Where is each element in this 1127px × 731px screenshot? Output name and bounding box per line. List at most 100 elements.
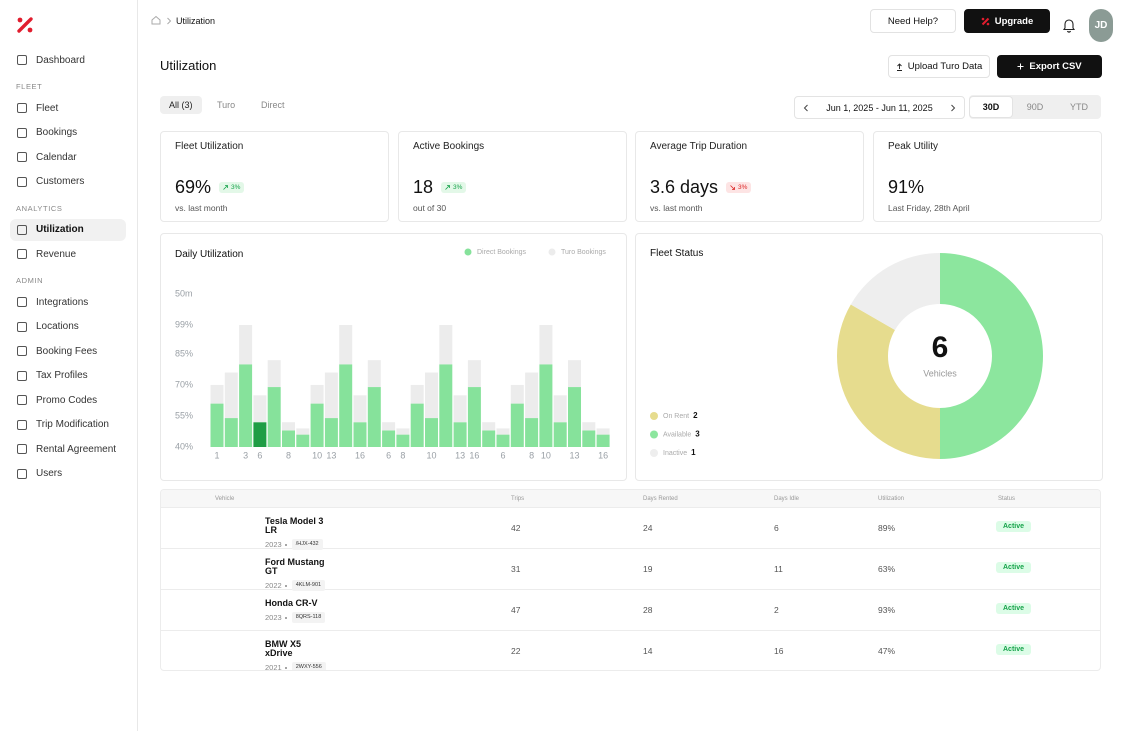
table-cell: 6 (774, 523, 779, 533)
nav-icon (17, 127, 27, 138)
nav-item[interactable]: Dashboard (10, 49, 126, 71)
table-cell: 47% (878, 646, 896, 656)
kpi-value: 18 (413, 177, 434, 197)
chart-title: Daily Utilization (175, 249, 244, 260)
period-button[interactable]: 30D (970, 97, 1012, 117)
vehicle-meta: 2021 2WXY-556 (265, 662, 331, 670)
date-range-label: Jun 1, 2025 - Jun 11, 2025 (826, 102, 933, 113)
export-button[interactable]: Export CSV (997, 55, 1102, 78)
nav-item[interactable]: Tax Profiles (10, 365, 126, 387)
nav-label: Booking Fees (36, 345, 98, 357)
kpi-card: Average Trip Duration 3.6 days 3% vs. last … (635, 131, 864, 222)
next-chevron[interactable] (950, 104, 956, 112)
nav-label: Locations (36, 321, 79, 332)
home-icon[interactable] (151, 15, 161, 25)
kpi-card: Peak Utility 91% Last Friday, 28th April (873, 131, 1102, 222)
date-range[interactable]: Jun 1, 2025 - Jun 11, 2025 (794, 96, 965, 119)
delta-arrow-path (223, 185, 228, 190)
column-header: Utilization (878, 496, 905, 502)
table-cell: 19 (643, 564, 653, 574)
status-badge: Active (996, 603, 1032, 614)
table-row[interactable]: BMW X5 xDrive 2021 2WXY-556 22 14 16 47% Active (161, 631, 1100, 670)
separator-dot (284, 584, 287, 587)
vehicle-plate: 4KLM-901 (291, 580, 326, 591)
column-header: Days Rented (643, 496, 678, 502)
logo (17, 17, 33, 33)
upgrade-button[interactable]: Upgrade (964, 9, 1050, 33)
vehicle-name: Ford Mustang GT (265, 557, 325, 576)
upload-label: Upload Turo Data (907, 61, 983, 72)
kpi-delta: 3% (726, 182, 752, 193)
filter-tab[interactable]: Direct (261, 100, 285, 110)
export-label: Export CSV (1029, 61, 1082, 72)
nav-item[interactable]: Locations (10, 316, 126, 338)
vehicle-year: 2022 (265, 581, 282, 590)
bell-icon[interactable] (1062, 18, 1076, 33)
period-button[interactable]: YTD (1070, 102, 1088, 112)
column-header: Days Idle (774, 496, 800, 502)
nav-item[interactable]: Fleet (10, 97, 126, 119)
nav-item[interactable]: Bookings (10, 122, 126, 144)
vehicle-cell: Honda CR-V 2023 8QRS-118 (265, 599, 331, 623)
table-cell: 31 (511, 564, 521, 574)
nav-icon (17, 176, 27, 187)
vehicle-plate: 2WXY-556 (291, 662, 326, 670)
upload-icon (896, 62, 902, 71)
breadcrumb: Utilization (176, 16, 216, 26)
kpi-delta: 3% (219, 182, 245, 193)
nav-icon (17, 444, 27, 454)
nav-icon (17, 55, 27, 65)
avatar[interactable]: JD (1089, 9, 1113, 42)
vehicle-cell: Ford Mustang GT 2022 4KLM-901 (265, 558, 331, 591)
table-row[interactable]: Tesla Model 3 LR 2023/HJX-432 42 24 6 89% Acti… (161, 508, 1100, 550)
chart-title: Fleet Status (650, 248, 704, 259)
nav-label: Calendar (36, 151, 77, 163)
vehicle-name: BMW X5 xDrive (265, 639, 301, 658)
kpi-delta-label: 3% (738, 184, 748, 191)
nav-item[interactable]: Integrations (10, 291, 126, 313)
kpi-value-row: 69% 3% (175, 177, 245, 198)
vehicle-meta: 2023/HJX-432 (265, 539, 331, 550)
column-header: Vehicle (215, 496, 235, 502)
nav-icon (17, 224, 27, 235)
filter-tab[interactable]: Turo (217, 100, 236, 110)
table-cell: 47 (511, 605, 521, 615)
delta-arrow (223, 185, 228, 190)
nav-icon (17, 468, 27, 479)
nav-item[interactable]: Users (10, 463, 126, 485)
nav-item[interactable]: Trip Modification (10, 414, 126, 436)
nav-item[interactable]: Calendar (10, 146, 126, 168)
period-button[interactable]: 90D (1026, 102, 1044, 112)
delta-arrow-path (730, 185, 735, 190)
vehicle-table: Vehicle Trips Days Rented Days Idle Utilizat… (160, 489, 1101, 671)
table-row[interactable]: Honda CR-V 2023 8QRS-118 47 28 2 93% Active (161, 590, 1100, 631)
vehicle-year: 2023 (265, 540, 282, 549)
table-cell: 22 (511, 646, 521, 656)
nav-item[interactable]: Booking Fees (10, 340, 126, 362)
filter-tab[interactable]: All (3) (160, 96, 202, 114)
table-cell: 93% (878, 605, 896, 615)
help-button[interactable]: Need Help? (870, 9, 956, 33)
column-header: Status (998, 496, 1016, 502)
delta-arrow-path (445, 185, 450, 190)
kpi-title: Fleet Utilization (175, 141, 244, 152)
vehicle-name: Honda CR-V (265, 598, 318, 608)
kpi-title: Active Bookings (413, 141, 485, 152)
nav-label: Customers (36, 176, 85, 187)
kpi-title: Average Trip Duration (650, 141, 748, 152)
upload-button[interactable]: Upload Turo Data (888, 55, 990, 78)
nav-icon (17, 297, 27, 307)
nav-icon (17, 346, 27, 356)
nav-item[interactable]: Promo Codes (10, 389, 126, 411)
nav-label: Utilization (36, 224, 84, 235)
prev-chevron[interactable] (803, 104, 809, 112)
nav-item[interactable]: Utilization (10, 218, 126, 241)
nav-item[interactable]: Customers (10, 171, 126, 193)
table-cell: 24 (643, 523, 653, 533)
kpi-delta-label: 3% (453, 184, 463, 191)
vehicle-meta: 2023 8QRS-118 (265, 612, 331, 623)
kpi-sub: vs. last month (175, 203, 228, 213)
table-row[interactable]: Ford Mustang GT 2022 4KLM-901 31 19 11 63% Acti… (161, 549, 1100, 591)
nav-item[interactable]: Revenue (10, 243, 126, 265)
nav-item[interactable]: Rental Agreement (10, 438, 126, 460)
